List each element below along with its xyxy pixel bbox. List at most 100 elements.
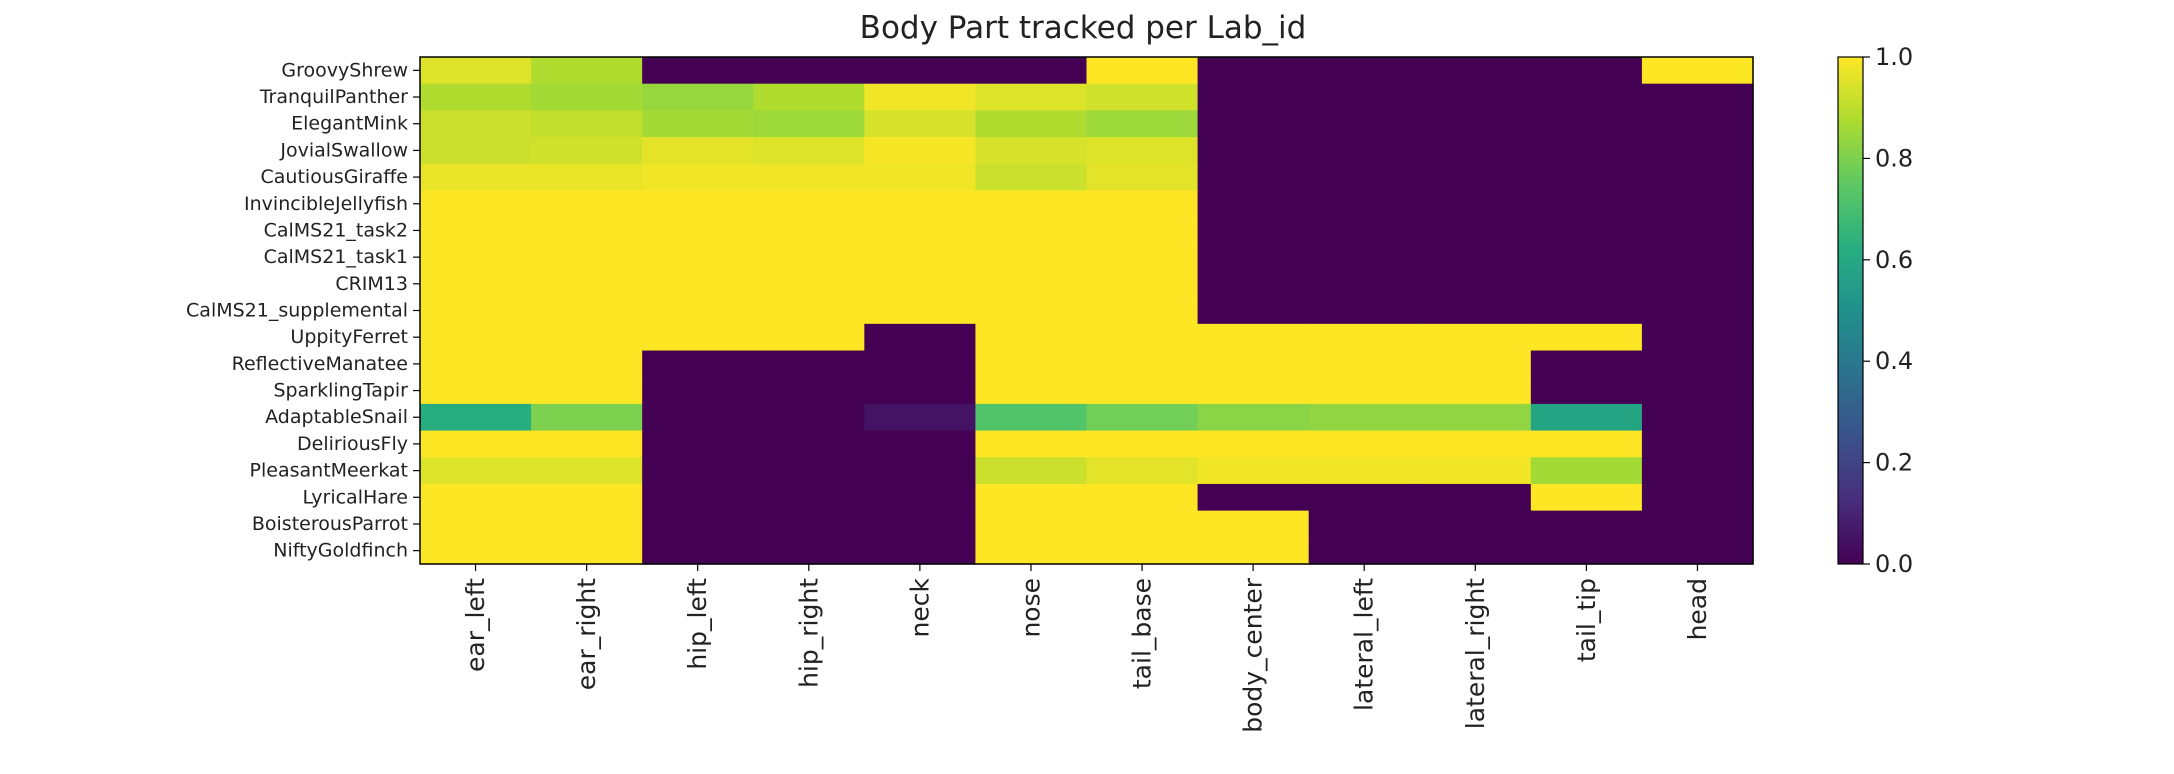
heatmap-cell bbox=[864, 190, 977, 218]
heatmap-cell bbox=[420, 243, 532, 272]
heatmap-cell bbox=[975, 243, 1088, 272]
heatmap-cell bbox=[1530, 163, 1643, 192]
heatmap-cell bbox=[1641, 323, 1754, 352]
heatmap-cell bbox=[1086, 403, 1199, 432]
heatmap-cell bbox=[864, 83, 977, 111]
heatmap-cell bbox=[1086, 217, 1199, 245]
y-tick-label: PleasantMeerkat bbox=[250, 460, 408, 482]
heatmap-cell bbox=[531, 323, 643, 352]
chart-title: Body Part tracked per Lab_id bbox=[860, 10, 1307, 46]
heatmap-cell bbox=[753, 483, 865, 512]
heatmap-cell bbox=[642, 323, 754, 352]
x-tick-label: neck bbox=[905, 577, 934, 637]
heatmap-cell bbox=[1530, 83, 1643, 111]
heatmap-cell bbox=[1308, 323, 1421, 352]
heatmap-cell bbox=[864, 430, 977, 458]
heatmap-cell bbox=[1530, 457, 1643, 485]
heatmap-cell bbox=[1197, 297, 1310, 325]
heatmap-cell bbox=[420, 483, 532, 512]
heatmap-cell bbox=[753, 323, 865, 352]
heatmap-cell bbox=[1641, 483, 1754, 512]
heatmap-cell bbox=[1308, 483, 1421, 512]
heatmap-cell bbox=[1308, 190, 1421, 218]
heatmap-cell bbox=[1419, 457, 1532, 485]
y-tick-label: SparklingTapir bbox=[274, 380, 409, 402]
heatmap-cell bbox=[864, 483, 977, 512]
heatmap-cell bbox=[1086, 323, 1199, 352]
heatmap-cell bbox=[1530, 377, 1643, 405]
heatmap-cell bbox=[1641, 430, 1754, 458]
heatmap-cell bbox=[1641, 83, 1754, 111]
heatmap-cell bbox=[1197, 323, 1310, 352]
heatmap-cell bbox=[531, 350, 643, 378]
heatmap-cell bbox=[642, 430, 754, 458]
heatmap-cell bbox=[975, 403, 1088, 432]
heatmap-cell bbox=[753, 83, 865, 111]
heatmap-cell bbox=[420, 83, 532, 111]
heatmap-cell bbox=[1530, 297, 1643, 325]
heatmap-cell bbox=[1530, 430, 1643, 458]
heatmap-cell bbox=[864, 217, 977, 245]
heatmap-cell bbox=[1197, 430, 1310, 458]
heatmap-cell bbox=[975, 483, 1088, 512]
heatmap-cell bbox=[420, 297, 532, 325]
heatmap-cell bbox=[420, 403, 532, 432]
heatmap-cell bbox=[420, 190, 532, 218]
heatmap-cell bbox=[1641, 190, 1754, 218]
colorbar-tick-label: 0.8 bbox=[1875, 144, 1913, 172]
heatmap-cell bbox=[1197, 377, 1310, 405]
heatmap-cell bbox=[1530, 137, 1643, 165]
heatmap-cell bbox=[531, 377, 643, 405]
y-tick-label: JovialSwallow bbox=[279, 139, 408, 161]
heatmap-cell bbox=[1197, 403, 1310, 432]
heatmap-cell bbox=[1419, 323, 1532, 352]
heatmap-cell bbox=[1197, 110, 1310, 138]
heatmap-cell bbox=[420, 323, 532, 352]
heatmap-cell bbox=[531, 537, 643, 565]
heatmap-cell bbox=[975, 57, 1088, 85]
colorbar-tick-label: 0.2 bbox=[1875, 449, 1913, 477]
heatmap-cell bbox=[1641, 350, 1754, 378]
colorbar-tick-label: 0.0 bbox=[1875, 550, 1913, 578]
heatmap-cell bbox=[1641, 137, 1754, 165]
y-axis: GroovyShrew TranquilPanther ElegantMink Jov… bbox=[186, 59, 420, 562]
heatmap-cell bbox=[975, 377, 1088, 405]
heatmap-cell bbox=[1530, 270, 1643, 298]
heatmap-cell bbox=[1419, 83, 1532, 111]
y-tick-label: InvincibleJellyfish bbox=[244, 193, 408, 215]
heatmap-cell bbox=[1530, 537, 1643, 565]
heatmap-cell bbox=[642, 163, 754, 192]
heatmap-cell bbox=[753, 270, 865, 298]
heatmap-cell bbox=[420, 110, 532, 138]
y-tick-label: GroovyShrew bbox=[281, 59, 408, 81]
heatmap-cell bbox=[975, 323, 1088, 352]
heatmap-cell bbox=[1197, 270, 1310, 298]
heatmap-cell bbox=[864, 377, 977, 405]
heatmap-cell bbox=[420, 270, 532, 298]
heatmap-cell bbox=[1530, 190, 1643, 218]
heatmap-cell bbox=[531, 270, 643, 298]
heatmap-cells bbox=[420, 57, 1754, 565]
heatmap-cell bbox=[1308, 83, 1421, 111]
heatmap-cell bbox=[1197, 483, 1310, 512]
heatmap-cell bbox=[531, 110, 643, 138]
heatmap-cell bbox=[1530, 350, 1643, 378]
heatmap-cell bbox=[420, 537, 532, 565]
heatmap-cell bbox=[1197, 163, 1310, 192]
heatmap-cell bbox=[1419, 377, 1532, 405]
heatmap-cell bbox=[642, 270, 754, 298]
heatmap-cell bbox=[420, 510, 532, 538]
heatmap-cell bbox=[1419, 537, 1532, 565]
x-tick-label: tail_tip bbox=[1572, 578, 1601, 662]
heatmap-cell bbox=[975, 163, 1088, 192]
heatmap-cell bbox=[1086, 350, 1199, 378]
heatmap-cell bbox=[1530, 57, 1643, 85]
heatmap-cell bbox=[531, 483, 643, 512]
heatmap-cell bbox=[1197, 57, 1310, 85]
heatmap-cell bbox=[531, 243, 643, 272]
heatmap-cell bbox=[420, 163, 532, 192]
heatmap-cell bbox=[642, 483, 754, 512]
heatmap-cell bbox=[864, 457, 977, 485]
heatmap-cell bbox=[531, 297, 643, 325]
